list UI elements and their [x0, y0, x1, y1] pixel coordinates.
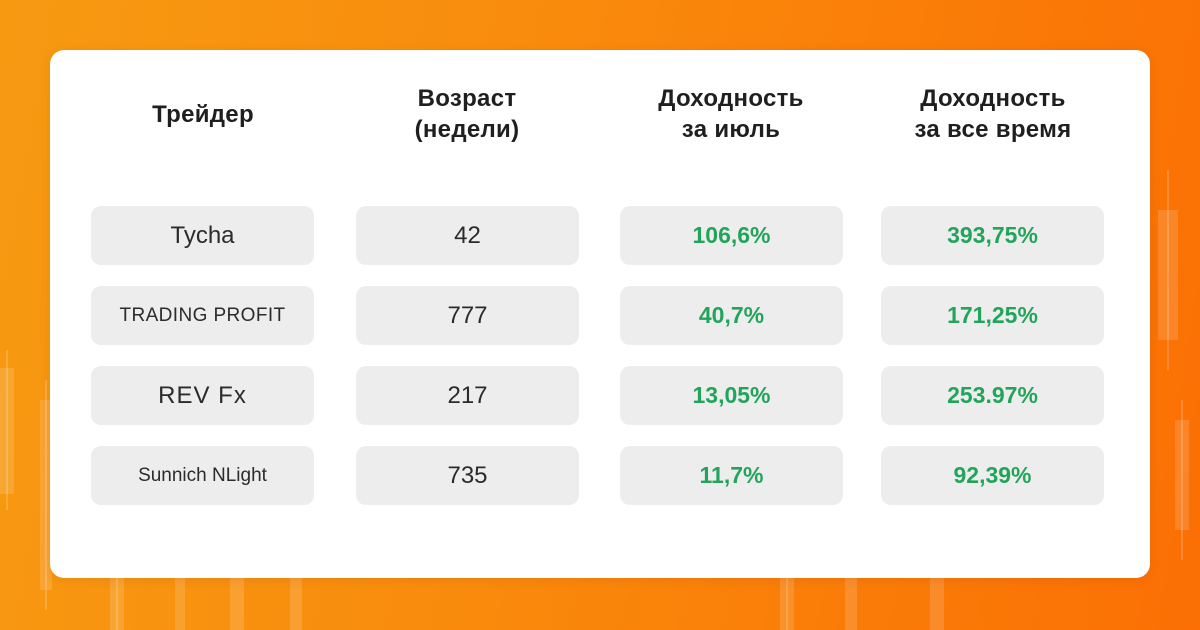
cell-trader-sunnich-nlight: Sunnich NLight — [91, 446, 314, 505]
header-july-return-line1: Доходность — [658, 85, 804, 112]
cell-total-return-rev-fx: 253.97% — [881, 366, 1104, 425]
cell-total-return-sunnich-nlight: 92,39% — [881, 446, 1104, 505]
cell-total-return-tycha: 393,75% — [881, 206, 1104, 265]
cell-total-return-trading-profit: 171,25% — [881, 286, 1104, 345]
cell-age-sunnich-nlight: 735 — [356, 446, 579, 505]
header-total-return: Доходность за все время — [873, 83, 1113, 145]
header-july-return-line2: за июль — [681, 116, 781, 143]
cell-age-trading-profit: 777 — [356, 286, 579, 345]
header-july-return: Доходность за июль — [611, 83, 851, 145]
cell-age-tycha: 42 — [356, 206, 579, 265]
cell-trader-rev-fx: REV Fx — [91, 366, 314, 425]
header-trader-line1: Трейдер — [152, 100, 254, 128]
header-age-line1: Возраст — [417, 85, 517, 112]
cell-july-return-sunnich-nlight: 11,7% — [620, 446, 843, 505]
cell-trader-trading-profit: TRADING PROFIT — [91, 286, 314, 345]
header-total-return-line1: Доходность — [920, 85, 1066, 112]
header-age: Возраст (недели) — [347, 83, 587, 145]
cell-age-rev-fx: 217 — [356, 366, 579, 425]
header-trader: Трейдер — [83, 83, 323, 145]
cell-july-return-rev-fx: 13,05% — [620, 366, 843, 425]
header-total-return-line2: за все время — [914, 116, 1072, 143]
cell-july-return-tycha: 106,6% — [620, 206, 843, 265]
cell-july-return-trading-profit: 40,7% — [620, 286, 843, 345]
header-age-line2: (недели) — [414, 116, 520, 143]
cell-trader-tycha: Tycha — [91, 206, 314, 265]
